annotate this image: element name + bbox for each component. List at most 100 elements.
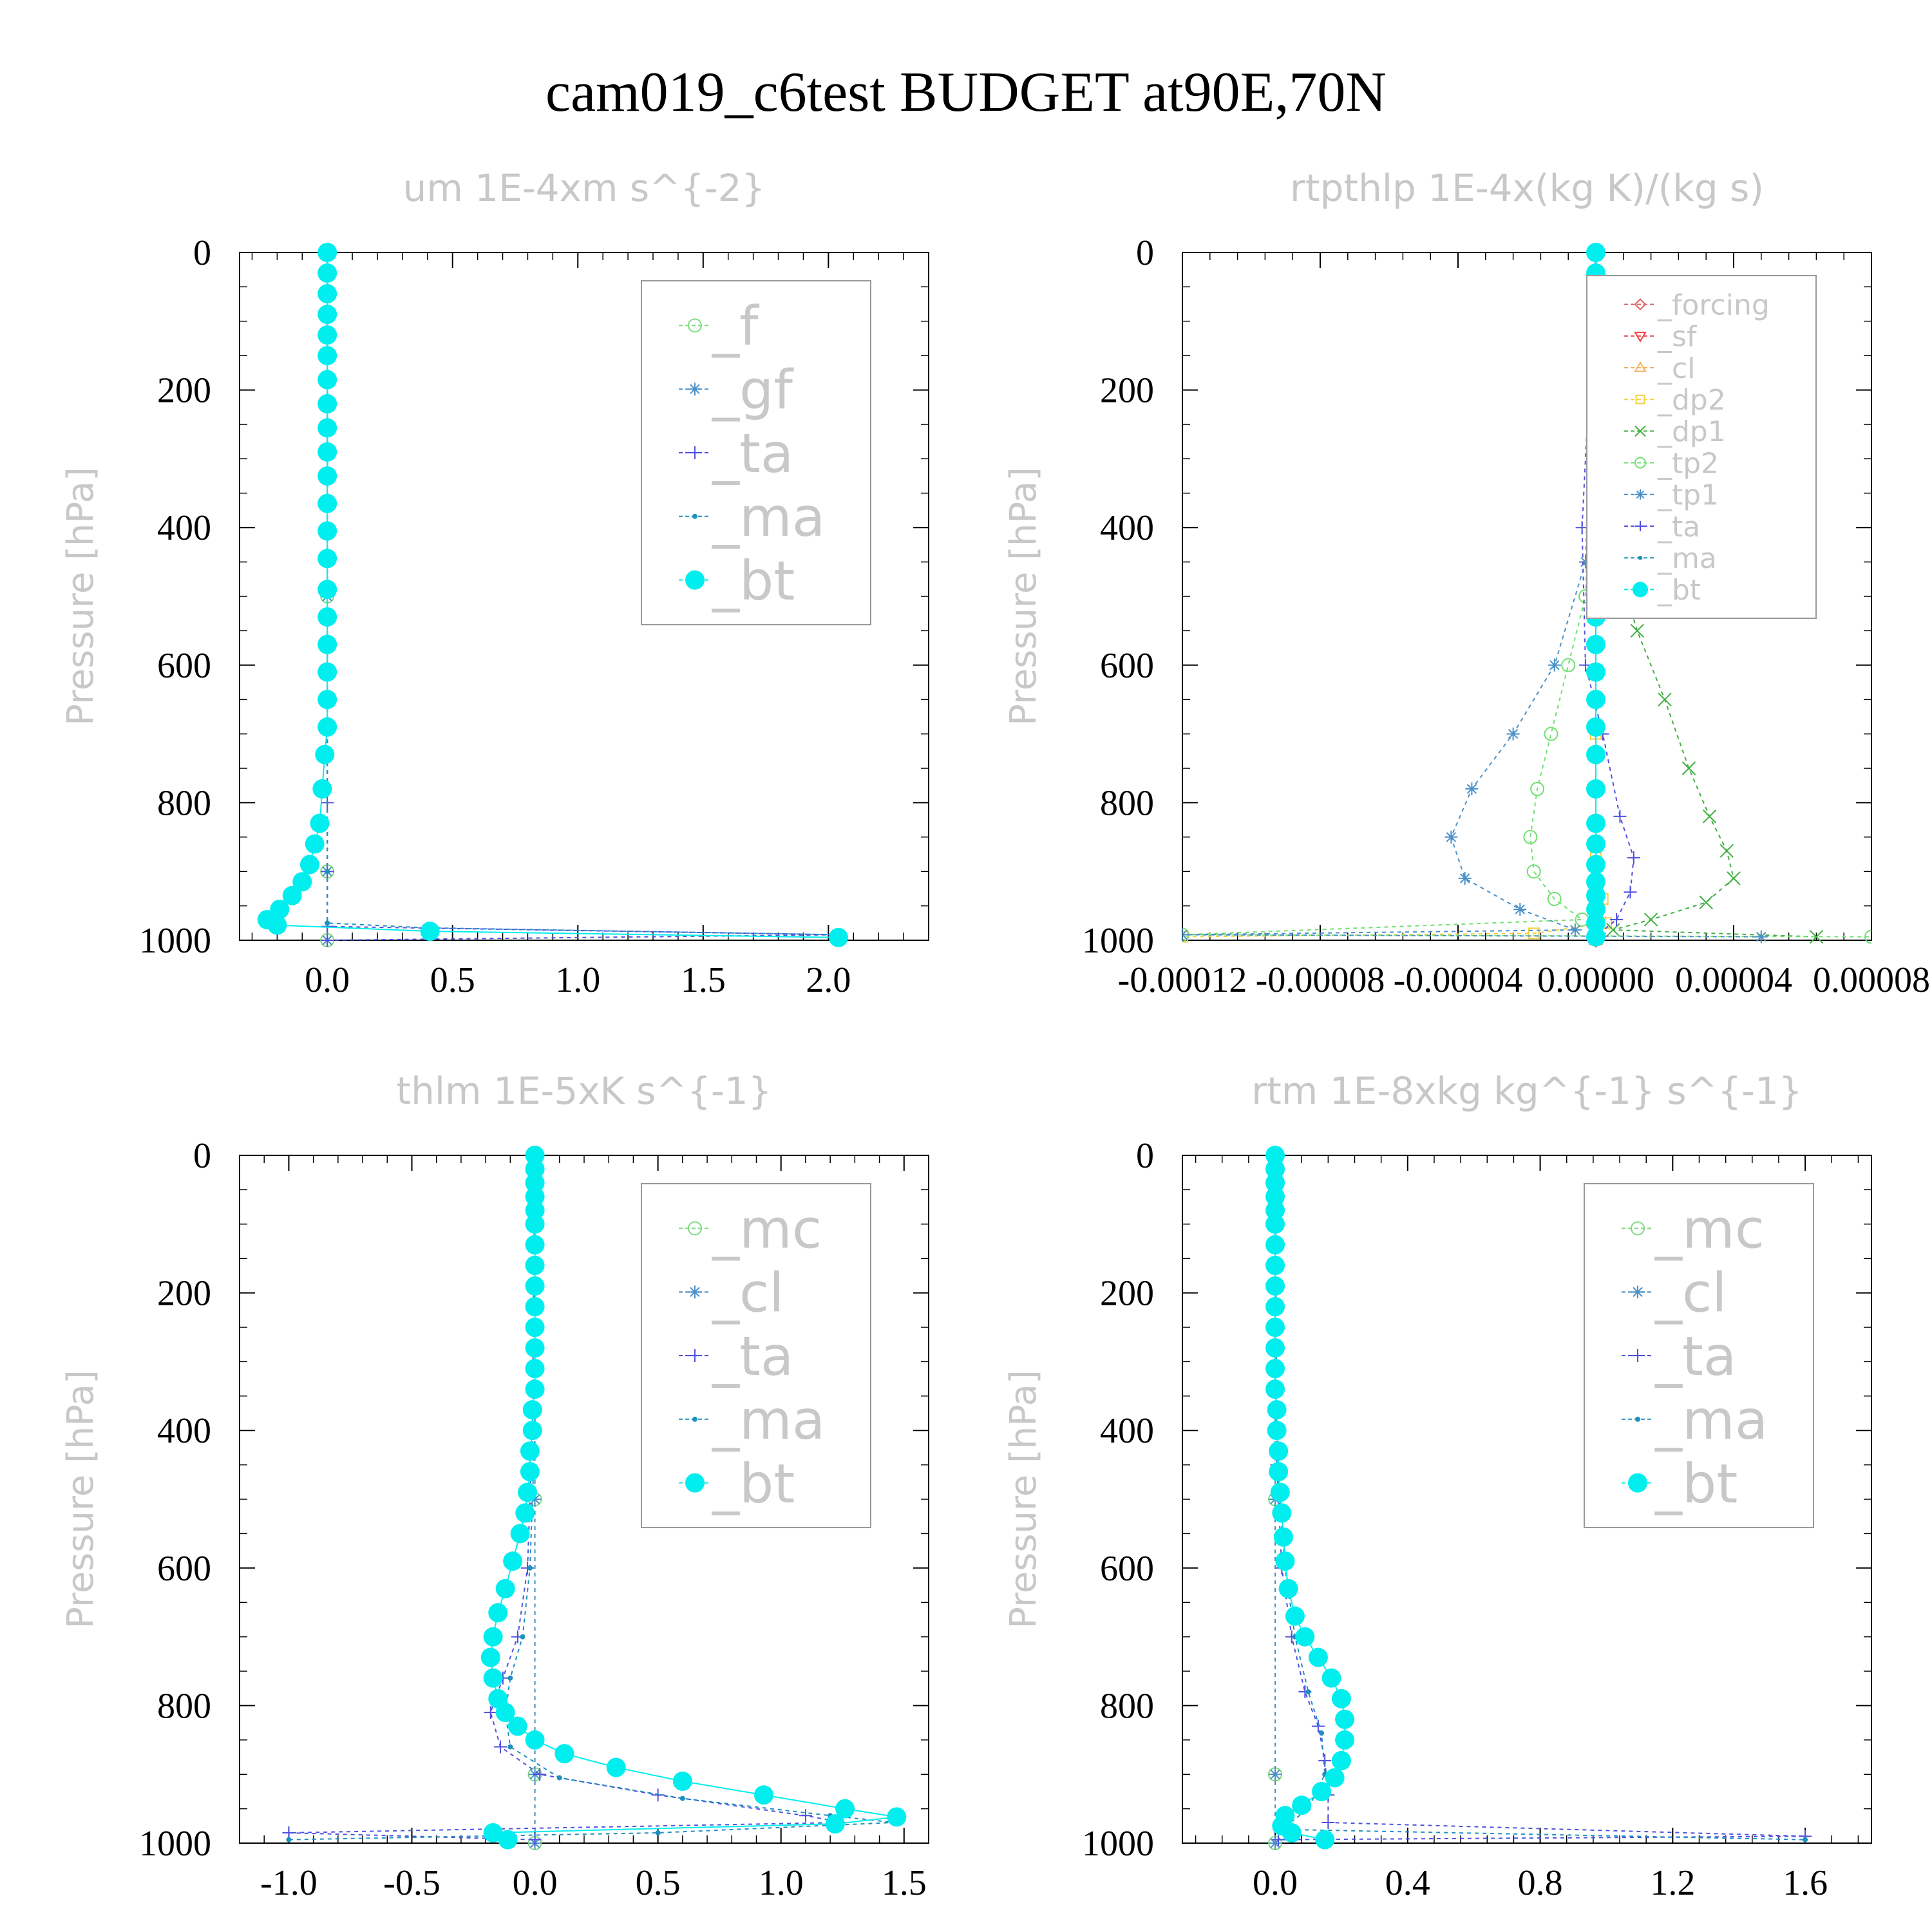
y-tick-label: 800 [157,1686,211,1726]
data-point [488,1603,508,1623]
chart-title: thlm 1E-5xK s^{-1} [396,1069,772,1113]
data-point [317,393,337,413]
data-point [1265,1338,1285,1358]
data-point [507,1716,527,1736]
data-point [1319,1730,1325,1736]
data-point [1318,1754,1332,1767]
legend-marker [688,446,701,459]
data-point [1265,1159,1285,1179]
data-point [1548,658,1561,672]
data-point [317,346,337,366]
y-tick-label: 200 [1100,1274,1154,1314]
x-tick-label: 0.00000 [1537,960,1654,1000]
y-tick-label: 1000 [1082,921,1154,961]
data-point [1295,1627,1315,1647]
y-tick-label: 600 [1100,646,1154,686]
legend-item: _bt [1622,1452,1738,1515]
legend-marker [1635,1416,1640,1422]
legend-marker [1634,361,1647,372]
legend-item: _ta [679,1325,793,1388]
data-point [525,1296,545,1316]
data-point [325,869,330,875]
legend-marker [1633,582,1648,598]
data-point [315,744,335,764]
legend-item: _ma [679,1388,825,1452]
legend-marker [688,318,702,333]
chart-panel-2: rtpthlp 1E-4x(kg K)/(kg s) Pressure [hPa]… [1003,166,1930,1000]
data-point [525,1173,545,1193]
legend-label: _ma [1654,1388,1768,1452]
x-tick-label: 0.5 [636,1863,681,1903]
data-point [1321,1815,1335,1829]
y-tick-label: 400 [157,1411,211,1451]
data-point [1265,1379,1285,1399]
data-point [1803,1837,1808,1842]
data-point [554,1744,574,1764]
data-point [1265,1214,1285,1234]
data-point [1586,744,1605,764]
x-tick-label: 1.5 [681,960,726,1000]
x-tick-label: -0.00004 [1394,960,1523,1000]
legend-marker [688,1285,701,1299]
legend-item: _cl [679,1261,784,1324]
data-point [317,418,337,438]
data-point [1586,886,1605,905]
data-point [515,1503,535,1523]
data-point [317,442,337,462]
legend-label: _gf [712,358,794,421]
series-line-bt [489,1155,897,1841]
legend-marker [1628,1473,1647,1493]
data-point [1586,717,1605,737]
data-point [498,1830,518,1850]
legend-marker [1635,394,1645,404]
legend-label: _mc [712,1198,822,1261]
y-tick-label: 400 [1100,508,1154,548]
data-point [483,1823,503,1842]
y-tick-label: 1000 [1082,1824,1154,1864]
data-point [507,1744,513,1750]
data-point [799,1809,812,1823]
data-point [1265,1318,1285,1337]
chart-title: rtpthlp 1E-4x(kg K)/(kg s) [1290,166,1764,210]
data-point [282,1826,296,1839]
legend-marker [685,1473,705,1493]
x-tick-label: 0.5 [430,960,475,1000]
legend-label: _ta [1654,1325,1736,1388]
legend-label: _ma [712,1388,825,1452]
data-point [1267,1421,1287,1441]
legend-marker [1631,1285,1644,1299]
data-point [1528,927,1540,940]
series-layer [1265,1146,1812,1850]
data-point [556,1775,562,1781]
data-point [835,1799,855,1819]
data-point [528,1833,542,1846]
y-axis-label: Pressure [hPa] [60,1370,102,1629]
legend-item: _ta [1622,1325,1736,1388]
legend-label: _bt [712,1452,795,1515]
x-tick-label: 0.00008 [1813,960,1930,1000]
data-point [1586,834,1605,854]
legend-label: _mc [1654,1198,1765,1261]
data-point [1530,782,1545,797]
data-point [305,834,325,854]
data-point [1182,931,1188,943]
data-point [1658,692,1672,706]
y-tick-label: 0 [1136,1136,1154,1176]
data-point [525,1318,545,1337]
data-point [1273,1527,1293,1547]
y-tick-label: 600 [157,646,211,686]
data-point [1627,851,1640,864]
data-point [317,305,337,325]
data-point [317,263,337,283]
legend-label: _ma [1657,542,1717,575]
legend-label: _f [712,295,760,358]
data-point [1586,913,1605,933]
data-point [483,1668,503,1688]
data-point [655,1830,661,1835]
x-tick-label: -0.00012 [1118,960,1247,1000]
legend-label: _forcing [1657,289,1770,321]
legend-item: _f [679,295,760,358]
y-tick-label: 0 [193,1136,211,1176]
data-point [1315,1830,1335,1850]
y-tick-label: 200 [157,371,211,411]
